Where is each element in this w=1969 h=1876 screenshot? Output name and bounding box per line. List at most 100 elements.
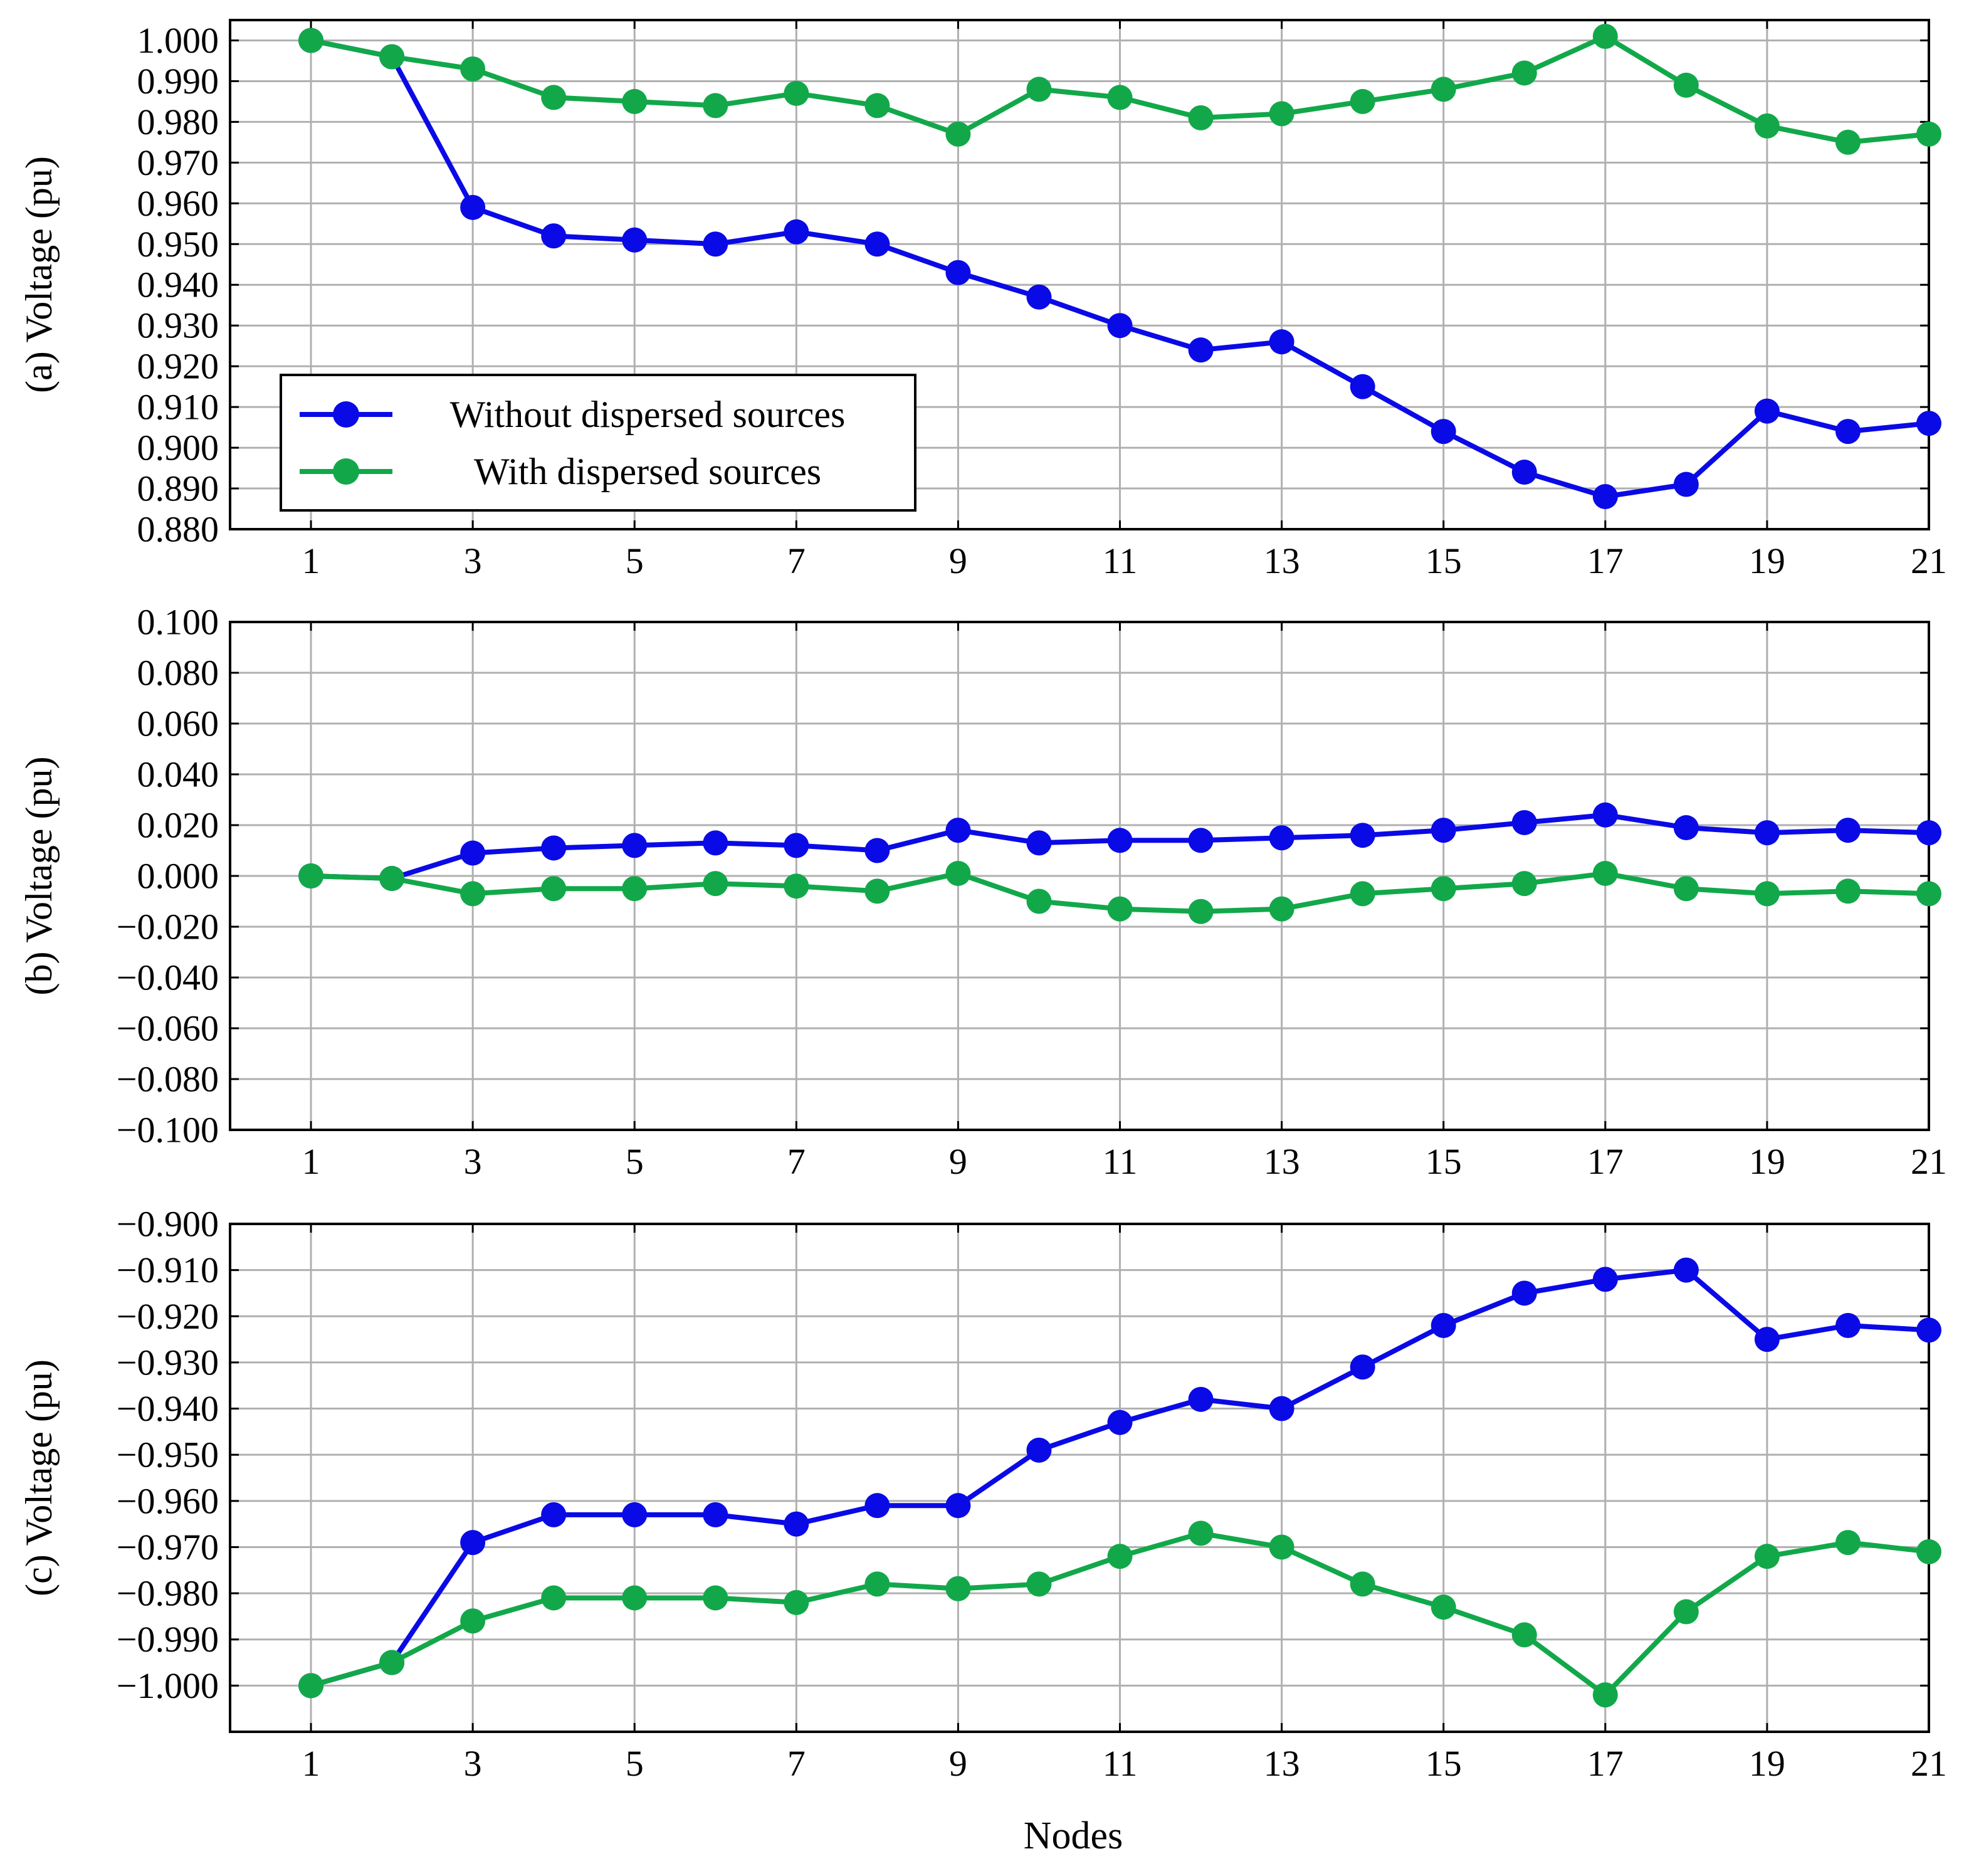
data-point-with bbox=[1835, 129, 1861, 155]
data-point-with bbox=[541, 876, 567, 902]
data-point-with bbox=[379, 866, 405, 892]
y-tick-label: 0.060 bbox=[137, 704, 219, 744]
data-point-without bbox=[1269, 1396, 1294, 1421]
plot-frame bbox=[229, 1223, 1930, 1733]
y-tick-label: 0.960 bbox=[137, 183, 219, 224]
data-point-without bbox=[1188, 1386, 1214, 1412]
y-tick-label: −0.910 bbox=[117, 1250, 219, 1290]
x-tick-label: 17 bbox=[1587, 1141, 1624, 1182]
x-tick-label: 5 bbox=[626, 540, 644, 581]
data-point-with bbox=[1269, 101, 1294, 127]
data-point-without bbox=[622, 227, 648, 253]
x-tick-label: 5 bbox=[626, 1743, 644, 1784]
x-tick-label: 3 bbox=[464, 1743, 482, 1784]
data-point-without bbox=[1107, 1410, 1133, 1435]
data-point-with bbox=[1269, 1534, 1294, 1560]
data-point-without bbox=[864, 838, 890, 863]
x-tick-label: 11 bbox=[1103, 1141, 1138, 1182]
data-point-with bbox=[703, 871, 728, 897]
data-point-without bbox=[1916, 411, 1941, 436]
y-tick-label: 0.080 bbox=[137, 653, 219, 693]
data-point-without bbox=[460, 1530, 486, 1556]
data-point-with bbox=[1107, 1544, 1133, 1569]
y-tick-label: 0.880 bbox=[137, 509, 219, 550]
x-tick-label: 21 bbox=[1911, 540, 1947, 581]
data-point-without bbox=[1431, 419, 1456, 445]
data-point-with bbox=[1431, 76, 1456, 102]
y-tick-label: 0.950 bbox=[137, 224, 219, 265]
x-tick-label: 7 bbox=[787, 1141, 806, 1182]
legend-label-with: With dispersed sources bbox=[474, 451, 821, 492]
data-point-with bbox=[1350, 881, 1375, 907]
panel-a: 0.8800.8900.9000.9100.9200.9300.9400.950… bbox=[18, 19, 1947, 581]
y-tick-label: −0.930 bbox=[117, 1342, 219, 1383]
x-tick-label: 13 bbox=[1264, 1141, 1300, 1182]
y-tick-label: 0.020 bbox=[137, 805, 219, 846]
y-tick-label: 0.890 bbox=[137, 468, 219, 509]
data-point-with bbox=[298, 28, 324, 53]
data-point-with bbox=[1592, 860, 1618, 886]
y-axis-label: (a) Voltage (pu) bbox=[18, 156, 60, 393]
data-point-without bbox=[1916, 820, 1941, 846]
x-tick-label: 15 bbox=[1426, 540, 1462, 581]
x-tick-label: 19 bbox=[1749, 1743, 1785, 1784]
data-point-with bbox=[1835, 1530, 1861, 1556]
legend-label-without: Without dispersed sources bbox=[450, 394, 846, 435]
data-point-without bbox=[864, 231, 890, 257]
data-point-without bbox=[1431, 1313, 1456, 1338]
data-point-with bbox=[1188, 105, 1214, 130]
data-point-with bbox=[703, 1585, 728, 1611]
data-point-without bbox=[1592, 1267, 1618, 1292]
data-point-without bbox=[622, 833, 648, 858]
y-tick-label: 0.900 bbox=[137, 428, 219, 468]
y-tick-label: −0.970 bbox=[117, 1527, 219, 1568]
data-point-without bbox=[1835, 818, 1861, 843]
data-point-without bbox=[1511, 809, 1537, 835]
data-point-with bbox=[1269, 896, 1294, 922]
data-point-without bbox=[541, 1502, 567, 1527]
data-point-with bbox=[784, 1589, 809, 1615]
x-tick-label: 15 bbox=[1426, 1141, 1462, 1182]
data-point-without bbox=[1754, 820, 1780, 846]
data-point-without bbox=[945, 1493, 971, 1519]
y-axis-label: (c) Voltage (pu) bbox=[18, 1359, 60, 1596]
data-point-without bbox=[1431, 818, 1456, 843]
y-tick-label: 1.000 bbox=[137, 20, 219, 61]
data-point-without bbox=[703, 231, 728, 257]
x-tick-label: 5 bbox=[626, 1141, 644, 1182]
data-point-without bbox=[1754, 1327, 1780, 1352]
data-point-with bbox=[1673, 876, 1699, 902]
data-point-with bbox=[622, 1585, 648, 1611]
y-tick-label: −0.950 bbox=[117, 1435, 219, 1475]
data-point-without bbox=[784, 219, 809, 245]
data-point-without bbox=[1350, 374, 1375, 399]
data-point-with bbox=[1026, 1571, 1052, 1597]
panel-b: −0.100 −0.080 −0.060 −0.040 −0.020 0.000 0.020… bbox=[18, 602, 1947, 1183]
data-point-with bbox=[1754, 113, 1780, 139]
data-point-without bbox=[1673, 472, 1699, 497]
data-point-with bbox=[622, 88, 648, 114]
y-tick-label: −0.960 bbox=[117, 1480, 219, 1521]
data-point-without bbox=[460, 840, 486, 866]
data-point-without bbox=[1592, 802, 1618, 828]
y-tick-label: −0.100 bbox=[117, 1110, 219, 1151]
data-point-without bbox=[1026, 284, 1052, 310]
x-tick-label: 17 bbox=[1587, 1743, 1624, 1784]
data-point-without bbox=[703, 830, 728, 856]
data-point-without bbox=[1269, 329, 1294, 355]
data-point-with bbox=[379, 1650, 405, 1675]
legend-marker-without bbox=[333, 401, 359, 428]
y-tick-label: 0.910 bbox=[137, 387, 219, 428]
data-point-without bbox=[541, 835, 567, 861]
data-point-with bbox=[379, 44, 405, 70]
data-point-without bbox=[1026, 1437, 1052, 1463]
y-tick-label: −0.040 bbox=[117, 957, 219, 998]
y-tick-label: 0.980 bbox=[137, 102, 219, 142]
y-tick-label: −0.990 bbox=[117, 1619, 219, 1660]
x-tick-label: 3 bbox=[464, 540, 482, 581]
data-point-without bbox=[1673, 815, 1699, 841]
data-point-with bbox=[1026, 76, 1052, 102]
data-point-with bbox=[298, 863, 324, 888]
data-point-with bbox=[1916, 121, 1941, 147]
data-point-with bbox=[864, 878, 890, 904]
